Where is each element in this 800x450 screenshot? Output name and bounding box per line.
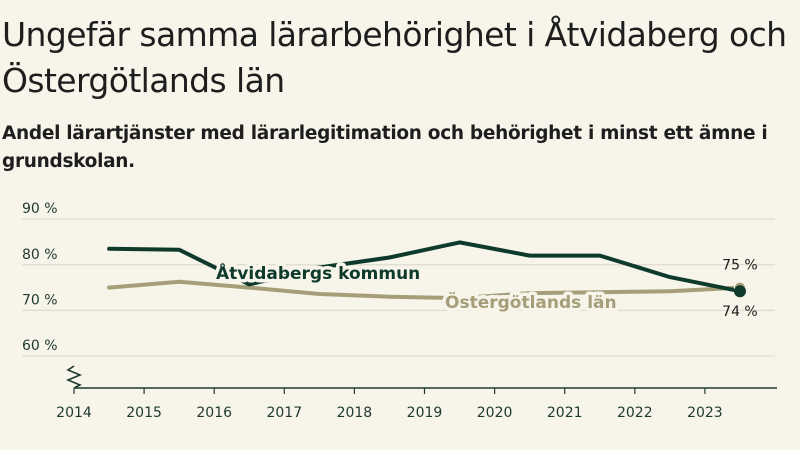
y-tick-label-90: 90 %: [22, 201, 58, 217]
end-marker-atvidaberg: [733, 285, 746, 298]
series-label-ostergotland: Östergötlands län: [445, 291, 617, 313]
series-line-ostergotland: [107, 279, 742, 301]
x-tick-label-2017: 2017: [266, 405, 302, 421]
end-label-ostergotland: 75 %: [722, 258, 758, 274]
x-tick-label-2016: 2016: [196, 405, 232, 421]
x-tick-label-2020: 2020: [477, 405, 513, 421]
y-tick-label-80: 80 %: [22, 247, 58, 263]
x-tick-label-2021: 2021: [547, 405, 583, 421]
y-tick-label-70: 70 %: [22, 292, 58, 308]
x-tick-label-2019: 2019: [407, 405, 443, 421]
x-tick-label-2015: 2015: [126, 405, 162, 421]
y-tick-label-60: 60 %: [22, 338, 58, 354]
series-label-atvidaberg: Åtvidabergs kommun: [216, 261, 420, 284]
chart-subtitle: Andel lärartjänster med lärarlegitimatio…: [2, 123, 768, 172]
series-line-atvidaberg: [107, 240, 742, 294]
axis-break-icon: [65, 365, 83, 389]
x-tick-label-2022: 2022: [617, 405, 653, 421]
x-tick-label-2023: 2023: [687, 405, 723, 421]
chart-title: Ungefär samma lärarbehörighet i Åtvidabe…: [2, 15, 787, 100]
x-tick-label-2018: 2018: [337, 405, 373, 421]
x-tick-label-2014: 2014: [56, 405, 92, 421]
end-label-atvidaberg: 74 %: [722, 304, 758, 320]
